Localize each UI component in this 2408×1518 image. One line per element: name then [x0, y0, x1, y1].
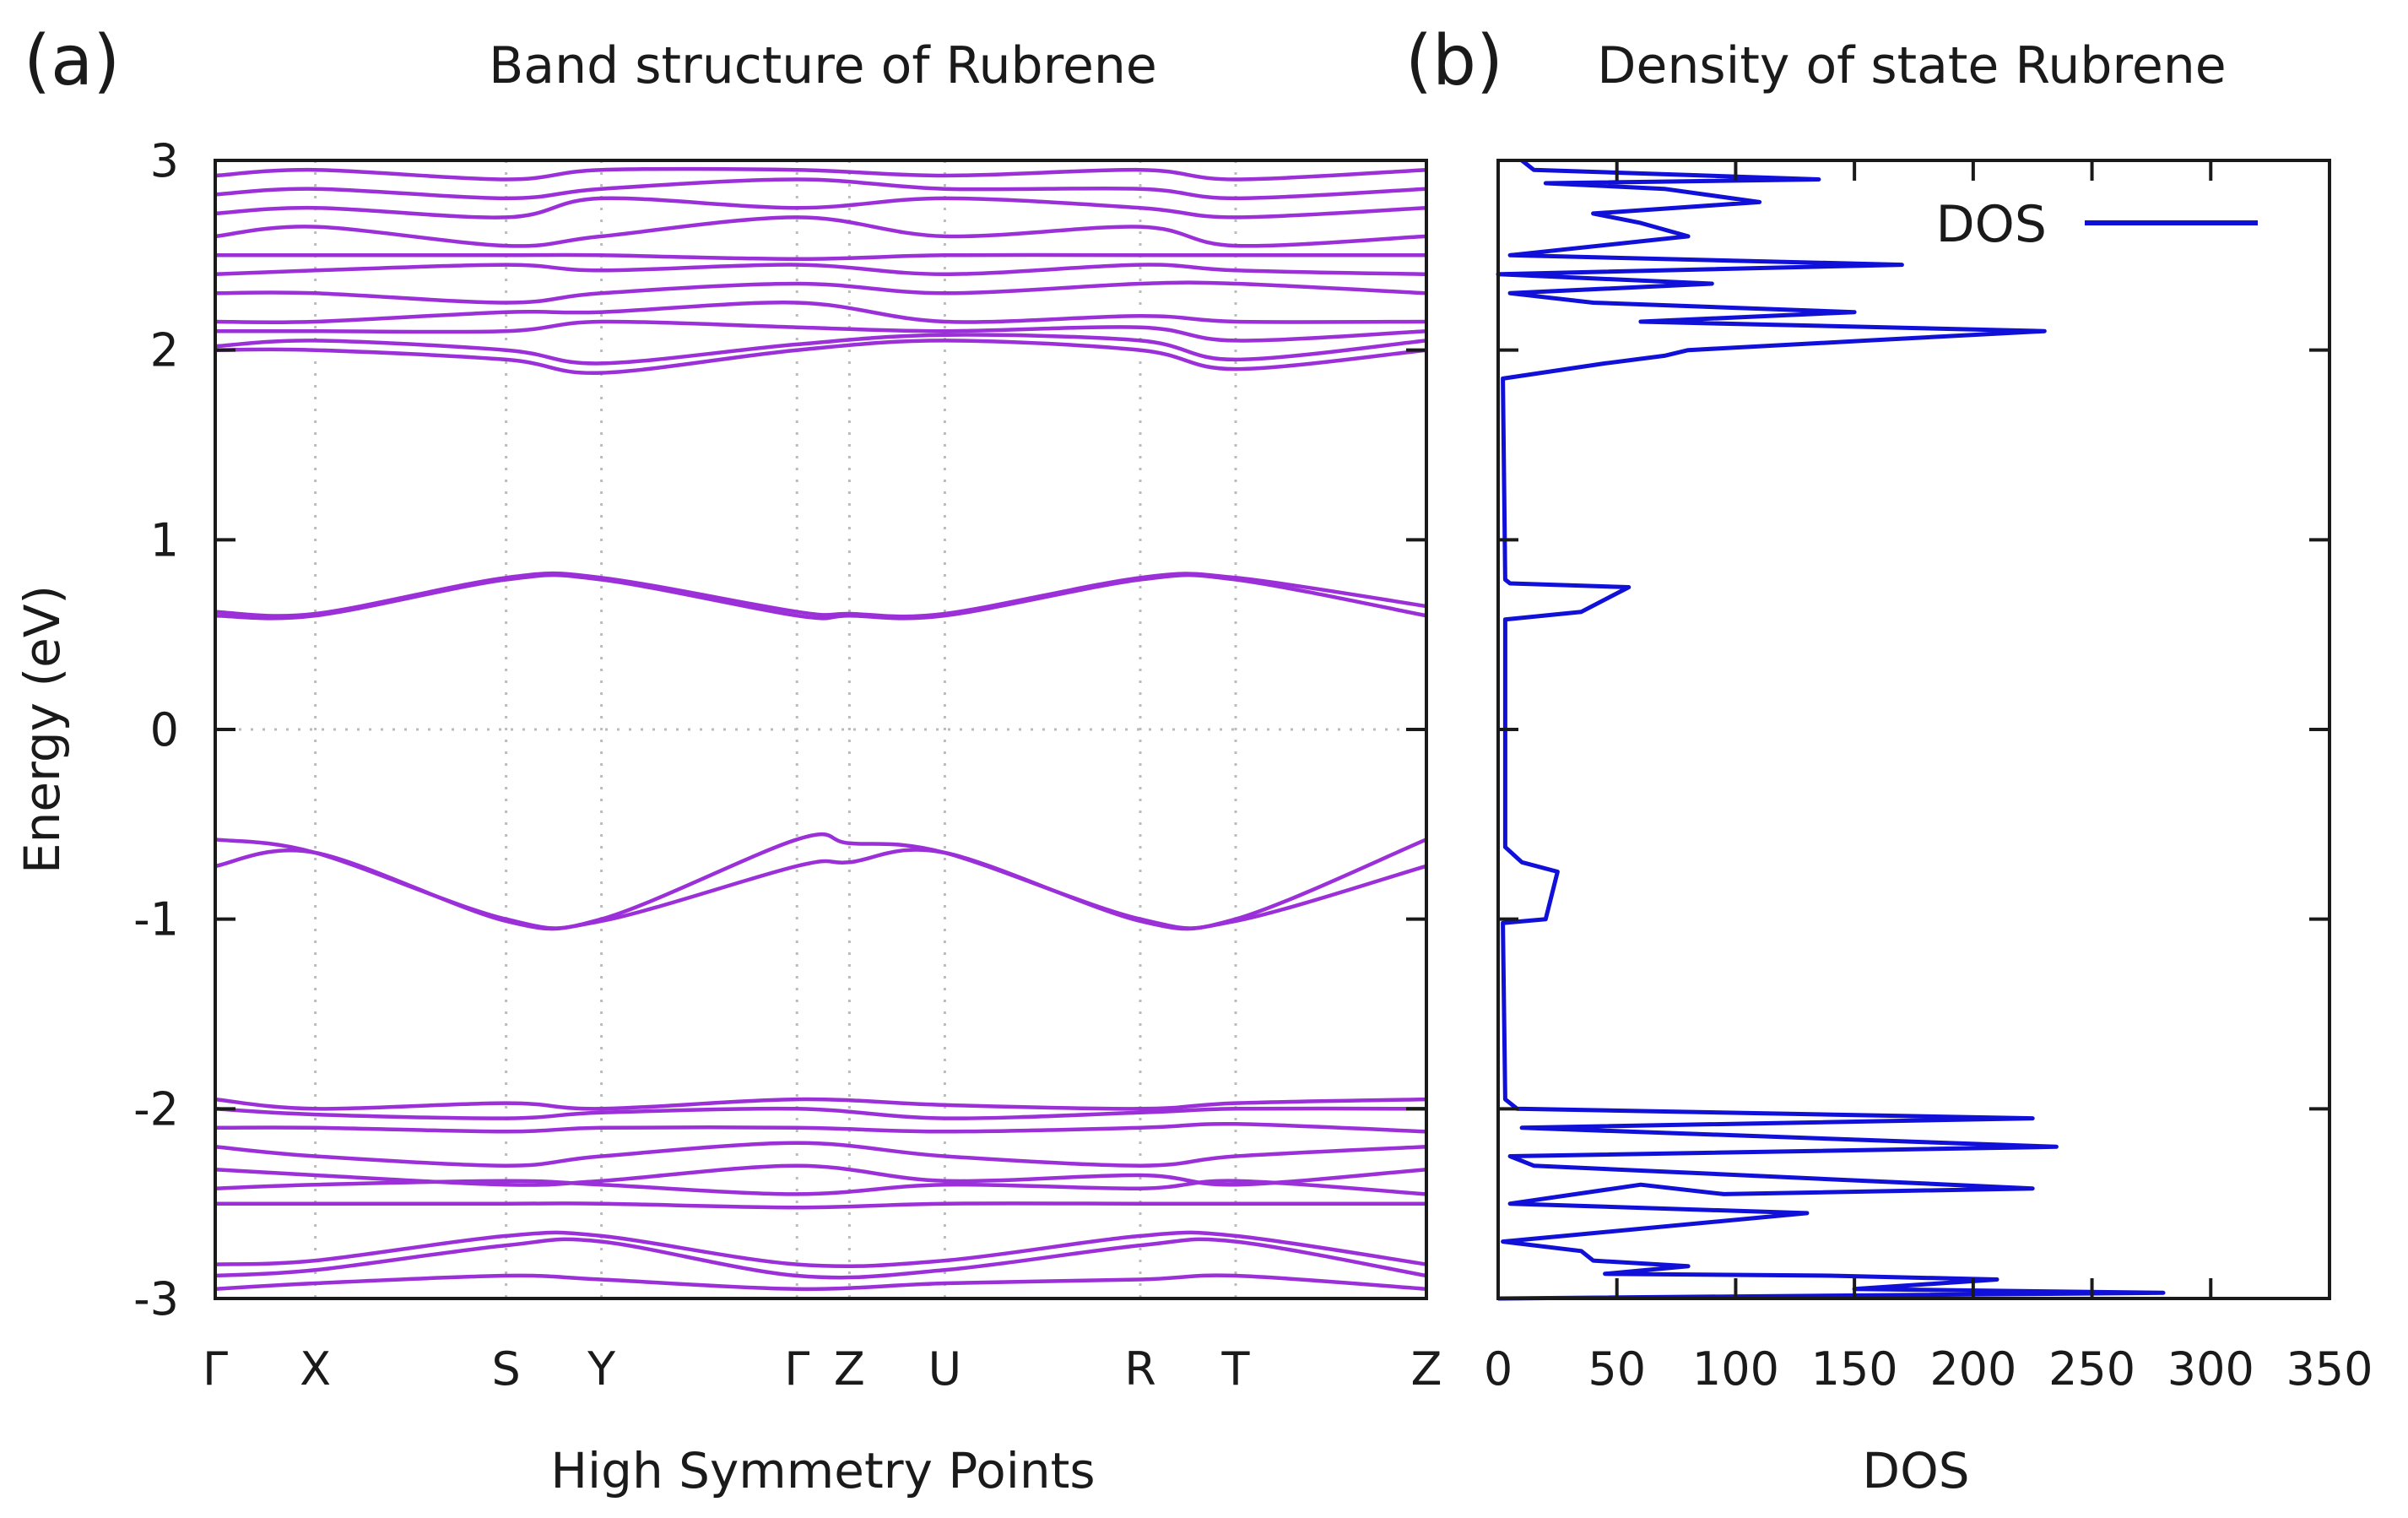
panel-a-label: (a): [24, 21, 120, 101]
k-point-label: Γ: [203, 1342, 228, 1396]
band-line: [214, 339, 1427, 376]
x-tick-label: 250: [2048, 1342, 2135, 1396]
band-line: [214, 166, 1427, 182]
x-tick-label: 0: [1484, 1342, 1512, 1396]
k-point-label: R: [1124, 1342, 1156, 1396]
band-line: [214, 333, 1427, 366]
panel-b-y-ticks: [1498, 159, 2330, 1300]
band-line: [214, 1106, 1427, 1120]
x-tick-label: 100: [1692, 1342, 1779, 1396]
band-line: [214, 1141, 1427, 1168]
y-tick-label: 2: [150, 324, 179, 377]
panel-b-dos-line: [1496, 159, 2166, 1301]
band-line: [215, 1201, 1426, 1210]
band-line: [214, 572, 1427, 621]
y-tick-label: -1: [133, 893, 179, 946]
band-line: [214, 280, 1427, 305]
panel-a-title: Band structure of Rubrene: [489, 36, 1157, 95]
k-point-label: X: [300, 1342, 331, 1396]
x-tick-label: 50: [1588, 1342, 1646, 1396]
band-line: [214, 301, 1427, 325]
panel-a-xlabel: High Symmetry Points: [550, 1442, 1095, 1499]
band-line: [214, 215, 1427, 248]
band-line: [214, 1097, 1427, 1111]
band-line: [214, 848, 1427, 931]
x-tick-label: 300: [2167, 1342, 2254, 1396]
y-tick-label: 3: [150, 134, 179, 187]
panel-a-y-axis: 3 2 1 0 -1 -2 -3: [133, 134, 1426, 1326]
band-line: [215, 319, 1427, 343]
band-line: [214, 1163, 1427, 1187]
dos-series-line: [1496, 159, 2166, 1301]
k-point-label: Z: [834, 1342, 865, 1396]
y-tick-label: 1: [150, 513, 179, 567]
band-line: [214, 1179, 1427, 1196]
panel-b-legend: DOS: [1935, 195, 2258, 254]
panel-b-xlabel: DOS: [1862, 1442, 1969, 1499]
band-line: [214, 1273, 1427, 1292]
x-tick-label: 200: [1929, 1342, 2016, 1396]
k-point-label: Γ: [784, 1342, 809, 1396]
panel-a-ylabel: Energy (eV): [14, 585, 71, 874]
k-point-label: S: [491, 1342, 520, 1396]
band-line: [214, 571, 1427, 619]
band-line: [214, 196, 1427, 220]
k-point-label: U: [928, 1342, 962, 1396]
panel-b-label: (b): [1405, 21, 1503, 101]
band-line: [214, 1237, 1427, 1280]
y-tick-label: -2: [133, 1082, 179, 1136]
legend-label: DOS: [1935, 195, 2047, 254]
x-tick-label: 150: [1811, 1342, 1898, 1396]
k-point-label: T: [1221, 1342, 1251, 1396]
panel-a-band-lines: [214, 166, 1427, 1292]
k-point-label: Z: [1411, 1342, 1442, 1396]
band-line: [214, 263, 1427, 277]
band-line: [214, 177, 1427, 201]
panel-b-title: Density of state Rubrene: [1597, 36, 2226, 95]
band-line: [214, 1230, 1427, 1269]
band-line: [215, 252, 1426, 262]
k-point-label: Y: [587, 1342, 616, 1396]
x-tick-label: 350: [2286, 1342, 2373, 1396]
y-tick-label: 0: [150, 703, 179, 756]
y-tick-label: -3: [133, 1272, 179, 1326]
panel-b-x-axis: 0 50 100 150 200 250 300 350: [1484, 160, 2373, 1396]
band-line: [214, 1121, 1427, 1134]
